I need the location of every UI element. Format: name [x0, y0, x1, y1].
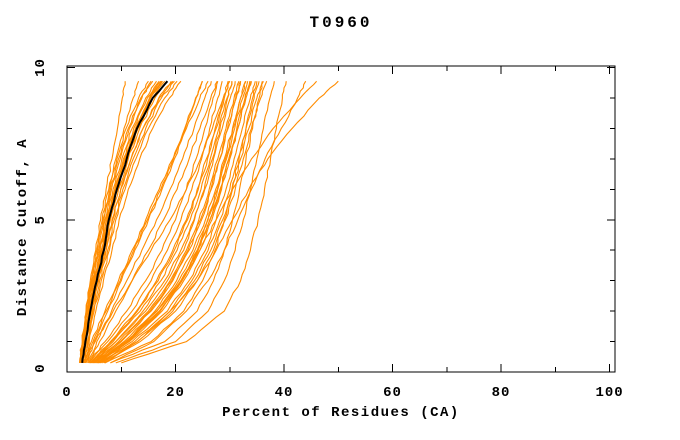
model-curve — [82, 80, 209, 364]
model-curve — [90, 81, 233, 364]
model-curve — [80, 80, 157, 364]
model-curve — [88, 81, 219, 364]
model-curve — [104, 81, 258, 364]
x-tick-label: 20 — [166, 385, 185, 401]
model-curve — [99, 80, 318, 364]
model-curve — [115, 81, 275, 364]
y-tick-label: 0 — [33, 363, 49, 372]
model-curve — [85, 80, 204, 364]
model-curve — [89, 81, 229, 364]
model-curve — [102, 81, 263, 364]
model-curve — [79, 80, 140, 363]
x-axis-label: Percent of Residues (CA) — [222, 405, 460, 421]
model-curve — [80, 80, 154, 363]
model-curve — [87, 81, 212, 364]
model-curve — [83, 80, 178, 364]
model-curve — [100, 81, 260, 364]
x-tick-label: 0 — [62, 385, 71, 401]
x-tick-label: 40 — [275, 385, 294, 401]
x-tick-label: 80 — [492, 385, 511, 401]
model-curve — [84, 80, 182, 364]
x-tick-label: 100 — [595, 385, 623, 401]
model-curve — [93, 80, 242, 364]
model-curve — [84, 80, 231, 364]
model-curve — [82, 80, 168, 363]
model-curve — [91, 81, 236, 364]
model-curve — [110, 80, 307, 364]
model-curve — [92, 80, 240, 364]
chart-title: T0960 — [309, 14, 373, 32]
model-curve — [88, 81, 223, 364]
model-curve — [104, 80, 339, 364]
model-curve — [121, 81, 287, 364]
y-tick-label: 10 — [33, 58, 49, 77]
x-tick-label: 60 — [383, 385, 402, 401]
model-curve — [82, 80, 172, 363]
model-curve — [97, 81, 251, 364]
model-curve — [83, 81, 203, 364]
y-axis-label: Distance Cutoff, A — [15, 137, 31, 317]
reference-curve — [81, 80, 169, 363]
model-curve — [89, 81, 230, 364]
model-curve — [88, 80, 218, 364]
plot-frame — [66, 65, 616, 373]
y-tick-label: 5 — [33, 215, 49, 224]
model-curve — [94, 80, 247, 364]
